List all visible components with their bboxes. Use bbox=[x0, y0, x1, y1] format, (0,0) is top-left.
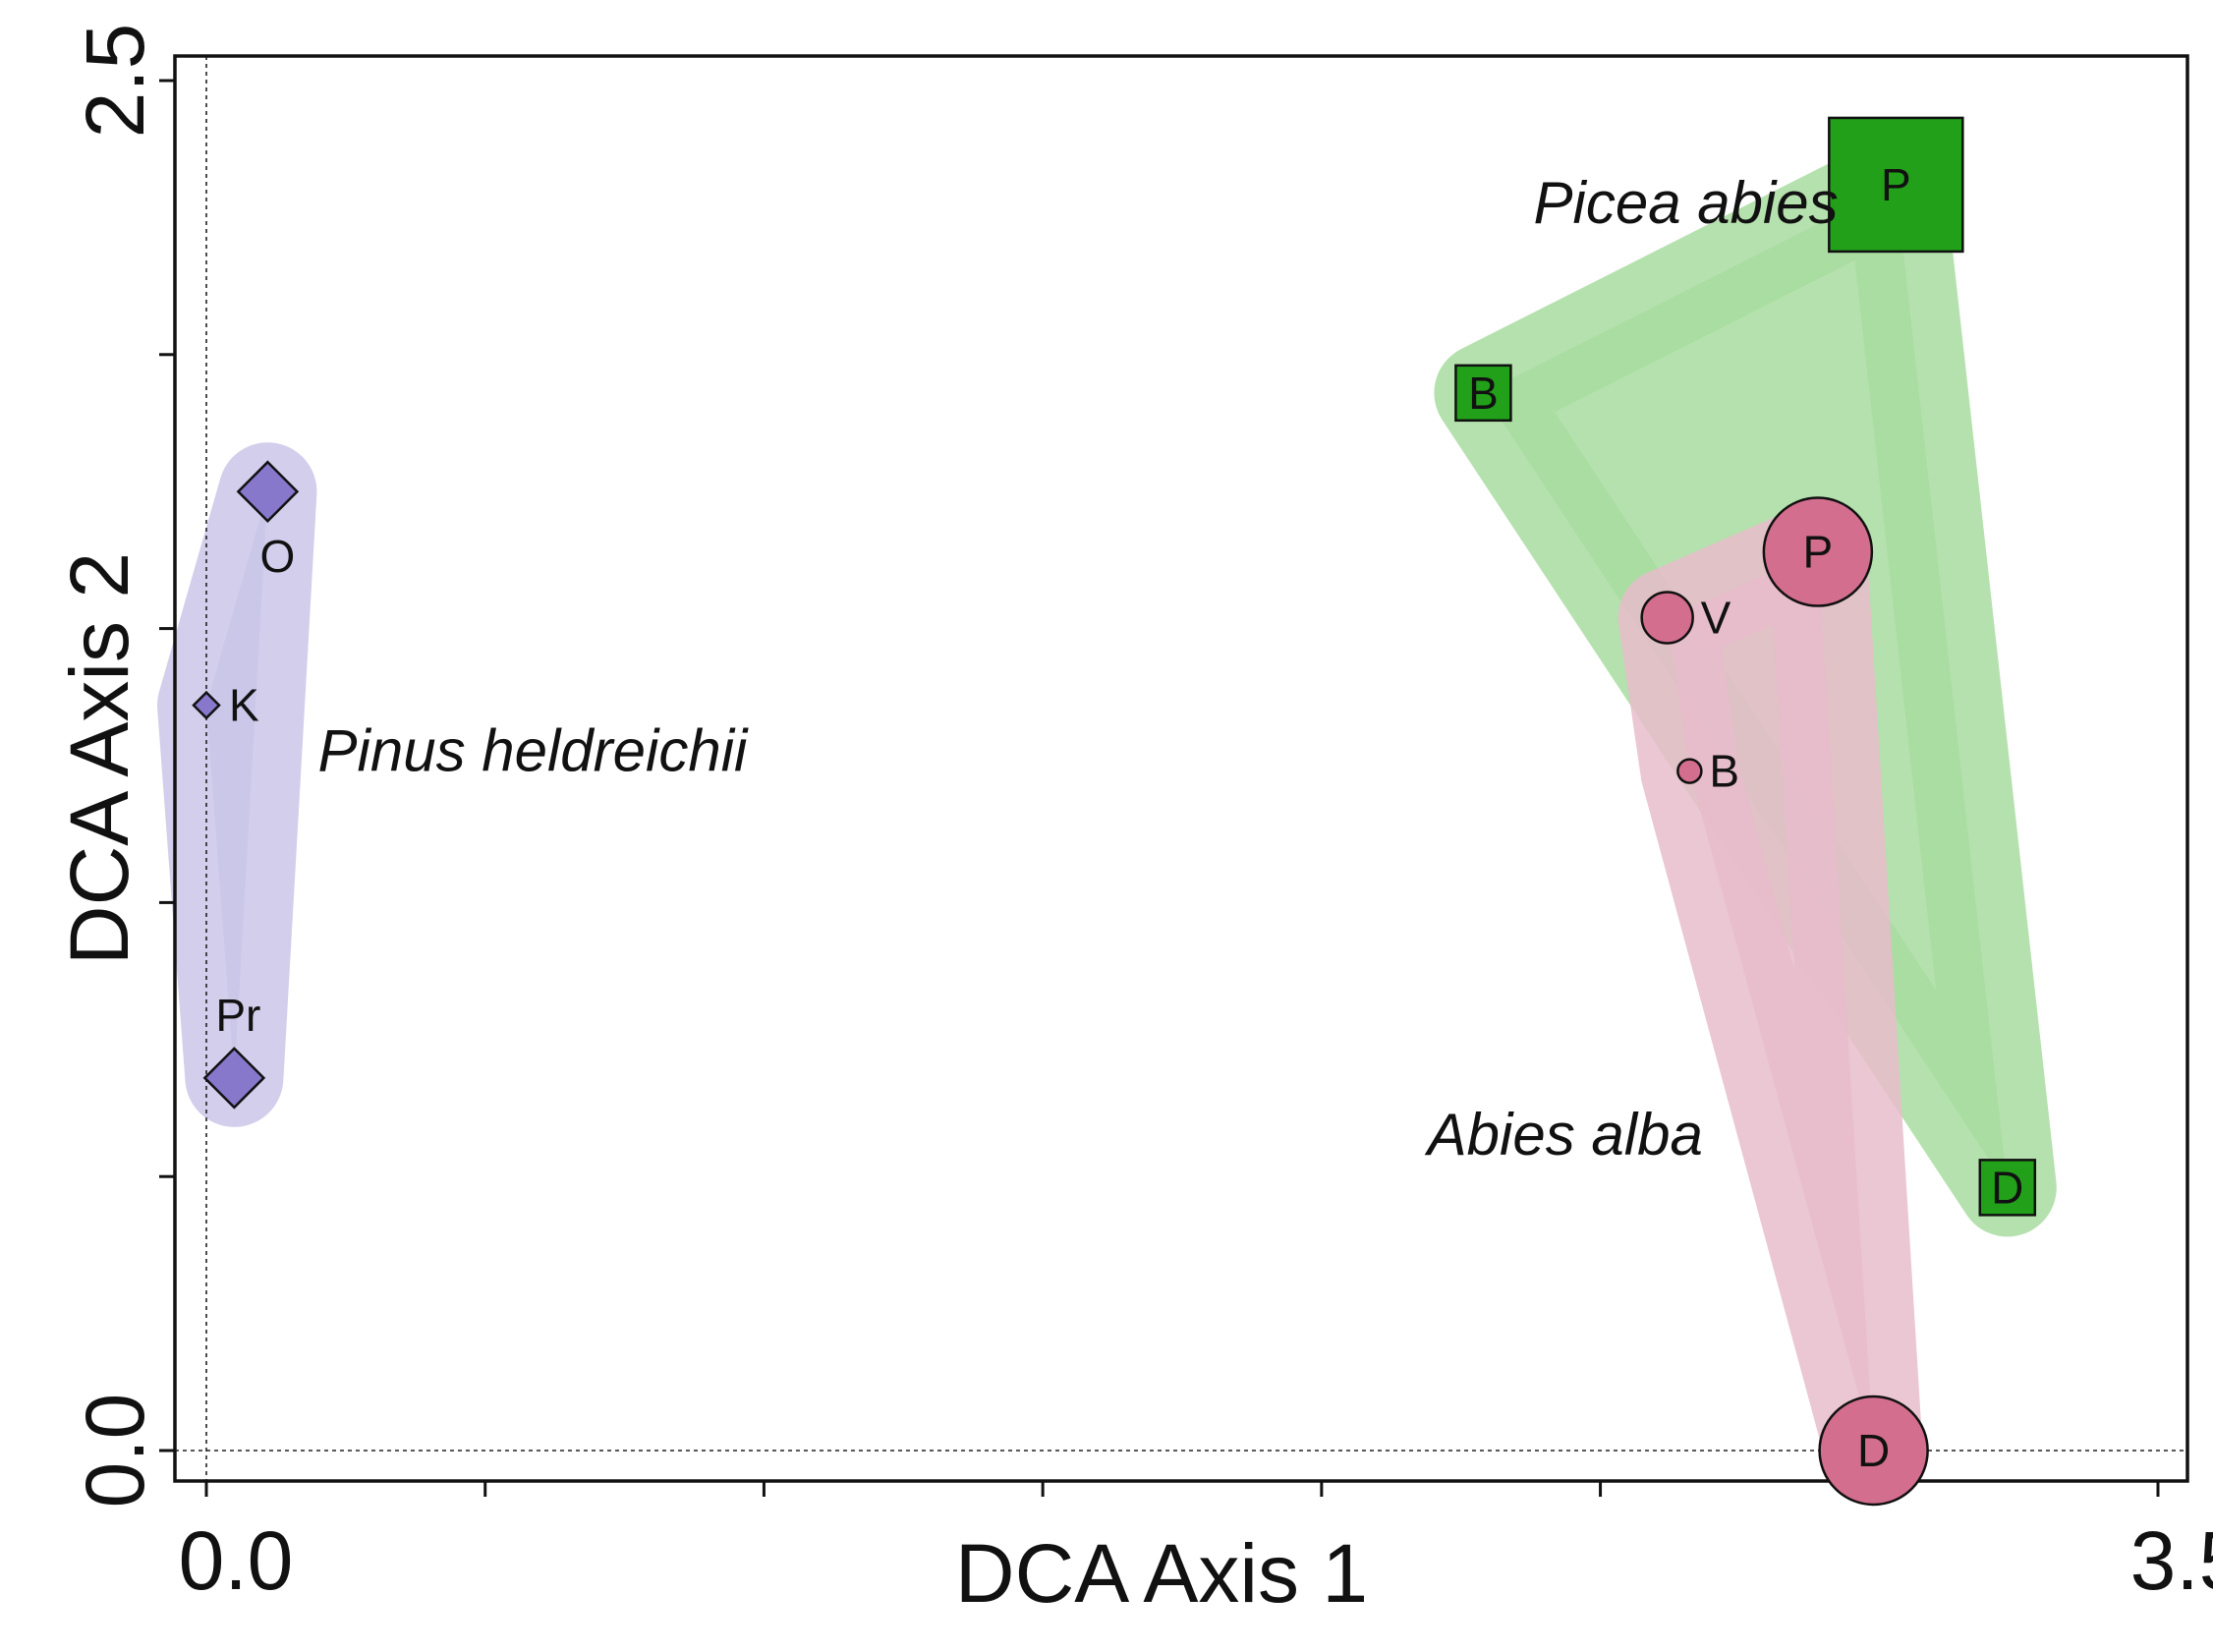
point-label: K bbox=[229, 680, 259, 731]
chart-text: 0.0 3.5 0.0 2.5 DCA Axis 1 DCA Axis 2 O K Pr Pinu… bbox=[53, 24, 2213, 1620]
point-label: V bbox=[1701, 592, 1731, 643]
point-label: D bbox=[1991, 1162, 2023, 1213]
plot-border bbox=[173, 54, 2189, 1483]
group-label: Abies alba bbox=[1425, 1102, 1703, 1168]
point-label: B bbox=[1468, 368, 1499, 419]
group-label: Pinus heldreichii bbox=[317, 718, 749, 784]
y-tick-label: 0.0 bbox=[69, 1394, 161, 1509]
group-label: Picea abies bbox=[1533, 170, 1838, 236]
y-axis-title: DCA Axis 2 bbox=[53, 552, 145, 965]
circle-marker bbox=[1640, 591, 1694, 645]
group-hull-3 bbox=[1617, 502, 1923, 1500]
square-marker bbox=[1454, 364, 1512, 423]
x-tick-label: 3.5 bbox=[2130, 1514, 2213, 1607]
square-marker bbox=[1978, 1159, 2037, 1217]
circle-marker bbox=[1676, 758, 1703, 784]
point-label: P bbox=[1881, 159, 1911, 210]
group-hull-1 bbox=[157, 442, 317, 1127]
data-points bbox=[192, 116, 2037, 1507]
circle-marker bbox=[1818, 1395, 1929, 1507]
group-hull-layer bbox=[157, 135, 2057, 1500]
point-label: D bbox=[1857, 1425, 1890, 1476]
diamond-marker bbox=[202, 1047, 266, 1110]
point-label: P bbox=[1803, 527, 1834, 578]
y-tick-label: 2.5 bbox=[69, 24, 161, 139]
square-marker bbox=[1828, 116, 1964, 254]
x-tick-label: 0.0 bbox=[179, 1514, 294, 1607]
diamond-marker bbox=[236, 460, 300, 523]
diamond-marker bbox=[192, 690, 221, 720]
x-axis-title: DCA Axis 1 bbox=[955, 1527, 1368, 1620]
circle-marker bbox=[1762, 496, 1874, 607]
point-label: Pr bbox=[215, 990, 260, 1041]
point-label: O bbox=[260, 531, 296, 582]
point-label: B bbox=[1709, 746, 1739, 797]
